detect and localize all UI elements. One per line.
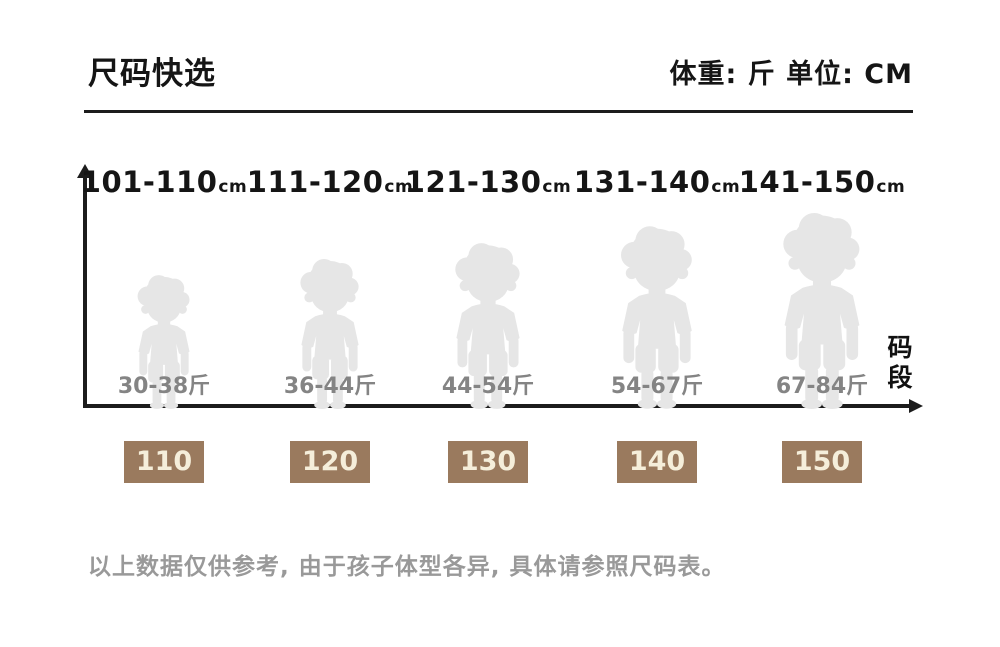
height-range-label: 141-150cm	[738, 165, 906, 199]
weight-range-label: 44-54斤	[441, 374, 535, 399]
cm-unit: cm	[711, 177, 741, 197]
height-range-label: 121-130cm	[404, 165, 572, 199]
cm-unit: cm	[218, 177, 248, 197]
size-chip-110[interactable]: 110	[124, 441, 204, 483]
height-range-label: 101-110cm	[80, 165, 248, 199]
size-chip-130[interactable]: 130	[448, 441, 528, 483]
size-column-140: 131-140cm 54-67斤 140	[569, 165, 745, 490]
y-axis-arrow-icon	[77, 164, 93, 178]
page-title: 尺码快选	[88, 56, 216, 92]
size-chip-120[interactable]: 120	[290, 441, 370, 483]
size-chip-140[interactable]: 140	[617, 441, 697, 483]
height-range-label: 131-140cm	[573, 165, 741, 199]
weight-range-label: 67-84斤	[775, 374, 869, 399]
x-axis-label: 码段	[887, 333, 913, 392]
weight-range-label: 36-44斤	[283, 374, 377, 399]
weight-range-label: 30-38斤	[117, 374, 211, 399]
header-divider	[84, 110, 913, 113]
x-axis-arrow-icon	[909, 399, 923, 413]
size-chip-150[interactable]: 150	[782, 441, 862, 483]
size-column-110: 101-110cm 30-38斤 110	[76, 165, 252, 490]
size-column-120: 111-120cm 36-44斤 120	[242, 165, 418, 490]
cm-unit: cm	[542, 177, 572, 197]
weight-range-label: 54-67斤	[610, 374, 704, 399]
size-column-150: 141-150cm 67-84斤 150	[734, 165, 910, 490]
footer-note: 以上数据仅供参考, 由于孩子体型各异, 具体请参照尺码表。	[88, 554, 726, 580]
y-axis-line	[83, 177, 87, 406]
unit-info-label: 体重: 斤 单位: CM	[669, 59, 913, 90]
cm-unit: cm	[876, 177, 906, 197]
size-column-130: 121-130cm 44-54斤 130	[400, 165, 576, 490]
height-range-label: 111-120cm	[246, 165, 414, 199]
cm-unit: cm	[384, 177, 414, 197]
